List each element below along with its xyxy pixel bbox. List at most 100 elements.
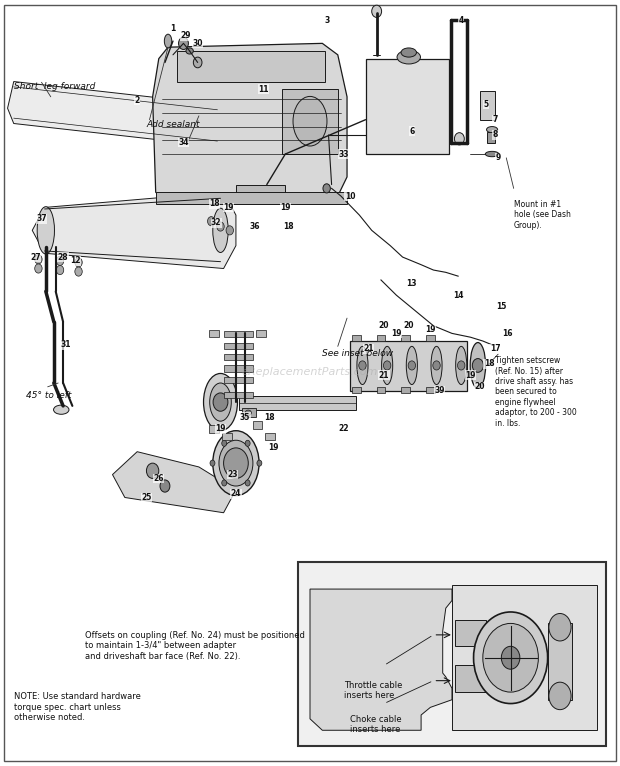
Circle shape — [454, 133, 464, 145]
Circle shape — [222, 440, 227, 447]
Circle shape — [372, 5, 381, 18]
Circle shape — [257, 460, 262, 466]
Polygon shape — [310, 589, 452, 730]
Text: Choke cable
inserts here: Choke cable inserts here — [350, 715, 402, 735]
Text: 20: 20 — [474, 382, 485, 391]
Bar — [401, 335, 410, 341]
Text: Mount in #1
hole (see Dash
Group).: Mount in #1 hole (see Dash Group). — [514, 200, 570, 230]
Bar — [224, 377, 253, 383]
Ellipse shape — [186, 48, 193, 54]
Text: 26: 26 — [154, 474, 164, 483]
Bar — [222, 433, 232, 440]
Bar — [455, 666, 486, 692]
Bar — [401, 387, 410, 393]
Text: 1: 1 — [170, 24, 175, 33]
Bar — [377, 335, 385, 341]
Circle shape — [549, 683, 571, 709]
Text: 15: 15 — [496, 302, 507, 311]
Ellipse shape — [164, 34, 172, 48]
Circle shape — [56, 257, 64, 266]
Bar — [455, 620, 486, 647]
Circle shape — [35, 264, 42, 273]
Circle shape — [213, 393, 228, 411]
Bar — [224, 354, 253, 360]
Bar — [236, 185, 285, 204]
Text: 25: 25 — [141, 493, 152, 502]
Text: NOTE: Use standard hardware
torque spec. chart unless
otherwise noted.: NOTE: Use standard hardware torque spec.… — [14, 692, 141, 722]
Text: 10: 10 — [345, 192, 355, 201]
Circle shape — [213, 193, 222, 204]
Bar — [366, 59, 449, 154]
Text: 31: 31 — [61, 340, 71, 349]
Circle shape — [224, 448, 248, 479]
Circle shape — [323, 184, 330, 193]
Bar — [377, 387, 385, 393]
Bar — [210, 425, 219, 433]
Bar — [480, 90, 495, 119]
Ellipse shape — [487, 126, 498, 133]
Text: See inset below: See inset below — [322, 349, 394, 358]
Bar — [177, 51, 326, 81]
Text: 18: 18 — [484, 359, 494, 368]
Text: 27: 27 — [30, 253, 41, 261]
Text: 19: 19 — [215, 424, 226, 434]
Text: 21: 21 — [379, 371, 389, 380]
Ellipse shape — [210, 383, 231, 421]
Text: 12: 12 — [70, 257, 81, 265]
Text: 24: 24 — [231, 489, 241, 498]
Polygon shape — [112, 452, 236, 512]
Bar — [352, 387, 361, 393]
Circle shape — [75, 258, 82, 267]
Circle shape — [208, 217, 215, 226]
Ellipse shape — [245, 410, 251, 415]
Ellipse shape — [406, 346, 417, 385]
Text: 11: 11 — [259, 85, 269, 93]
Text: 19: 19 — [465, 371, 476, 380]
Text: 33: 33 — [339, 149, 349, 159]
Circle shape — [359, 361, 366, 370]
Bar — [242, 408, 255, 417]
Ellipse shape — [53, 405, 69, 414]
Ellipse shape — [357, 346, 368, 385]
Bar — [224, 365, 253, 372]
Text: 14: 14 — [453, 291, 463, 300]
Text: 39: 39 — [435, 386, 445, 395]
Bar — [239, 396, 356, 410]
Text: Add sealant: Add sealant — [146, 119, 200, 129]
Circle shape — [160, 480, 170, 492]
Ellipse shape — [37, 207, 55, 254]
Circle shape — [193, 57, 202, 67]
Circle shape — [245, 440, 250, 447]
Circle shape — [245, 480, 250, 486]
Circle shape — [408, 361, 415, 370]
Text: 7: 7 — [492, 115, 498, 124]
Polygon shape — [7, 81, 230, 146]
Circle shape — [210, 460, 215, 466]
Polygon shape — [32, 192, 236, 269]
Text: 18: 18 — [283, 222, 294, 231]
Circle shape — [56, 266, 64, 275]
Bar — [224, 392, 253, 398]
Text: 19: 19 — [268, 444, 278, 453]
Text: Tighten setscrew
(Ref. No. 15) after
drive shaft assy. has
been secured to
engin: Tighten setscrew (Ref. No. 15) after dri… — [495, 356, 577, 427]
Ellipse shape — [456, 346, 467, 385]
Text: 19: 19 — [425, 325, 436, 334]
Text: 19: 19 — [280, 203, 291, 212]
Text: 5: 5 — [484, 100, 489, 109]
Text: 9: 9 — [495, 153, 501, 162]
Bar — [156, 192, 347, 204]
Text: 20: 20 — [404, 321, 414, 330]
Bar — [265, 433, 275, 440]
Ellipse shape — [485, 152, 499, 157]
Bar — [352, 335, 361, 341]
Bar — [224, 331, 253, 337]
Circle shape — [222, 480, 227, 486]
Ellipse shape — [213, 208, 228, 253]
Text: 34: 34 — [178, 138, 188, 147]
Text: 17: 17 — [490, 344, 500, 353]
Bar — [350, 341, 467, 391]
Ellipse shape — [203, 374, 237, 430]
Text: 3: 3 — [325, 16, 330, 25]
Bar — [426, 387, 435, 393]
Text: 35: 35 — [240, 413, 250, 422]
